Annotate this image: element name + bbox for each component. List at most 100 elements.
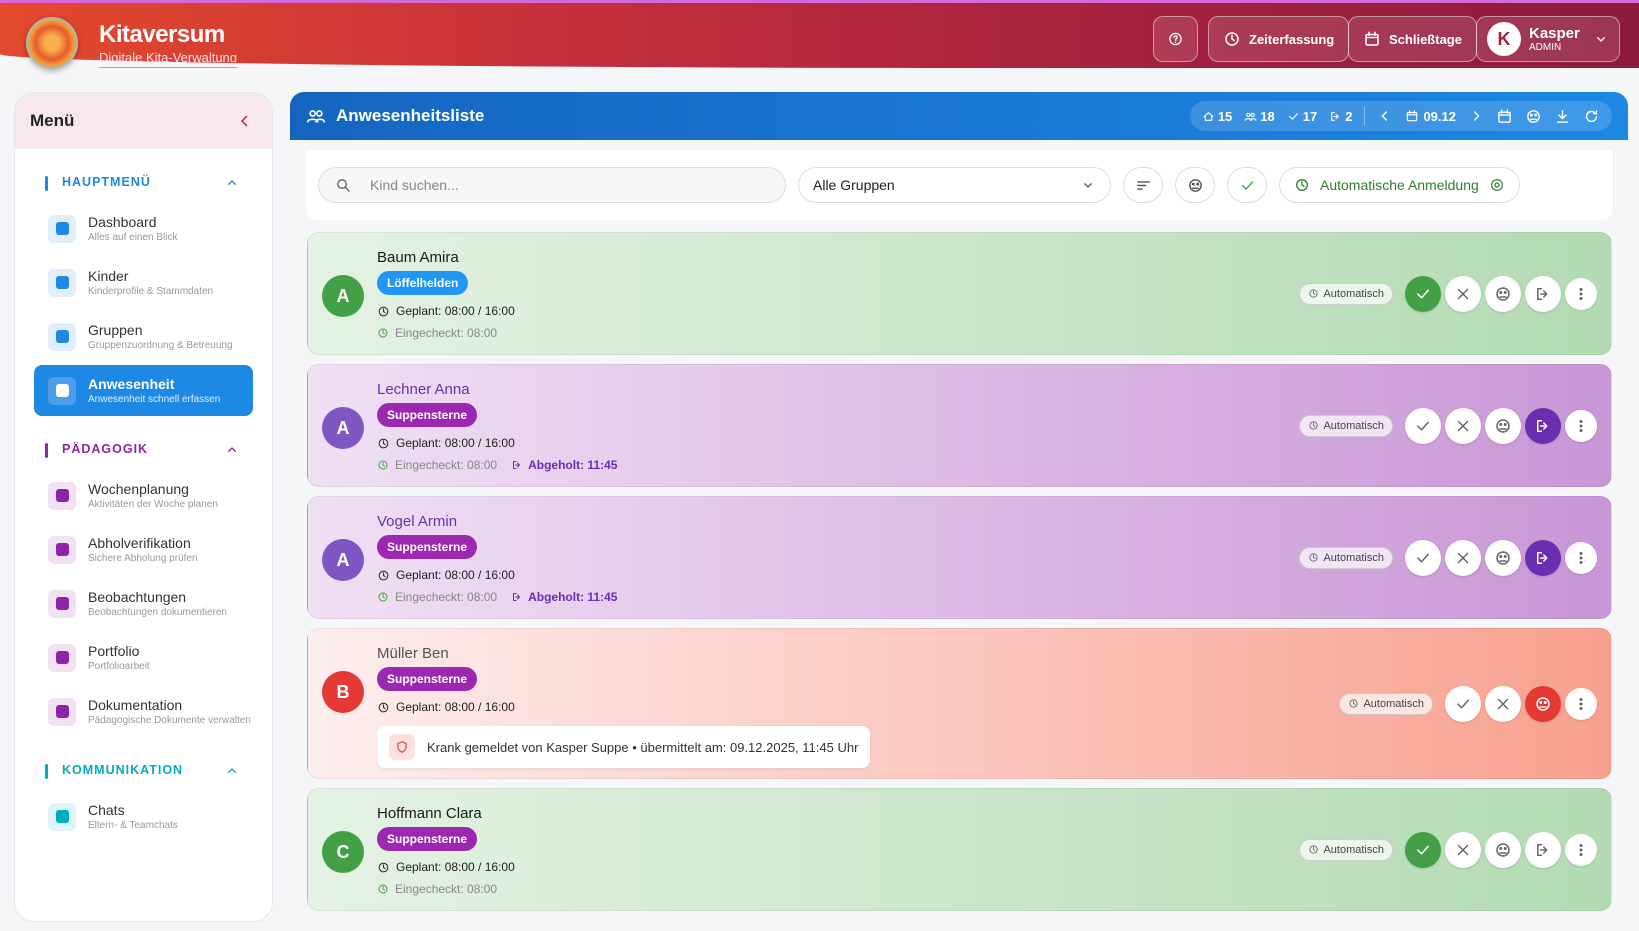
mode-badge: Automatisch: [1299, 414, 1393, 437]
action-button[interactable]: [1485, 407, 1521, 444]
action-button[interactable]: [1485, 831, 1521, 868]
section-bar: [45, 763, 48, 779]
mode-badge: Automatisch: [1299, 546, 1393, 569]
icon: [1496, 550, 1510, 565]
action-button[interactable]: [1405, 275, 1441, 312]
search-field[interactable]: Kind suchen...: [318, 167, 786, 203]
child-card[interactable]: A Baum Amira Löffelhelden Geplant: 08:00 / …: [307, 232, 1612, 355]
nav-item[interactable]: Dokumentation Pädagogische Dokumente verw…: [34, 686, 253, 737]
icon[interactable]: [1496, 108, 1513, 125]
icon: [1084, 183, 1092, 188]
action-button[interactable]: [1445, 407, 1481, 444]
filter-button[interactable]: [1175, 167, 1215, 203]
icon: [1457, 699, 1469, 708]
action-button[interactable]: [1525, 831, 1561, 868]
mode-text: Automatisch: [1323, 843, 1384, 856]
nav-item[interactable]: Gruppen Gruppenzuordnung & Betreuung: [34, 311, 253, 362]
nav-item[interactable]: Wochenplanung Aktivitäten der Woche plane…: [34, 470, 253, 521]
planned-text: Geplant: 08:00 / 16:00: [396, 860, 515, 874]
filter-button[interactable]: [1227, 167, 1267, 203]
checkin-text: Eingecheckt: 08:00: [395, 882, 498, 896]
child-name: Müller Ben: [377, 645, 449, 662]
pickup-text: Abgeholt: 11:45: [528, 590, 618, 604]
icon: [1241, 180, 1253, 190]
app-title: Kitaversum: [99, 21, 225, 48]
action-button[interactable]: [1525, 407, 1561, 444]
action-button[interactable]: [1565, 833, 1597, 866]
icon[interactable]: [1554, 108, 1571, 125]
checkin-time: Eingecheckt: 08:00 Abgeholt: 11:45: [377, 454, 1611, 476]
nav-item[interactable]: Kinder Kinderprofile & Stammdaten: [34, 257, 253, 308]
action-button[interactable]: [1405, 831, 1441, 868]
action-button[interactable]: [1525, 539, 1561, 576]
icon: [1457, 288, 1469, 299]
action-button[interactable]: [1525, 685, 1561, 722]
date-value: 09.12: [1423, 108, 1456, 124]
child-avatar: C: [322, 831, 364, 873]
action-button[interactable]: [1565, 541, 1597, 574]
icon[interactable]: [1583, 108, 1600, 125]
action-button[interactable]: [1565, 277, 1597, 310]
actions: Automatisch: [1299, 407, 1597, 444]
date[interactable]: 09.12: [1405, 109, 1456, 124]
nav-text: Anwesenheit Anwesenheit schnell erfassen: [88, 376, 220, 405]
user-menu[interactable]: K Kasper ADMIN: [1476, 16, 1620, 62]
action-button[interactable]: [1485, 685, 1521, 722]
planned-text: Geplant: 08:00 / 16:00: [396, 436, 515, 450]
action-button[interactable]: [1445, 685, 1481, 722]
nav-glyph: [55, 705, 69, 718]
note-text: Krank gemeldet von Kasper Suppe • übermi…: [427, 739, 859, 755]
action-button[interactable]: [1565, 687, 1597, 720]
child-card[interactable]: A Lechner Anna Suppensterne Geplant: 08:00 …: [307, 364, 1612, 487]
filter-button[interactable]: [1123, 167, 1163, 203]
action-button[interactable]: [1445, 831, 1481, 868]
nav-item[interactable]: Abholverifikation Sichere Abholung prüfen: [34, 524, 253, 575]
icon: [1537, 287, 1548, 300]
icon: [228, 180, 236, 185]
section-header[interactable]: KOMMUNIKATION: [45, 763, 240, 779]
section-title: KOMMUNIKATION: [62, 763, 184, 778]
action-button[interactable]: [1565, 409, 1597, 442]
main-panel: Anwesenheitsliste 15 18 17 2 09.12 Kind suchen…: [290, 92, 1628, 931]
action-button[interactable]: [1485, 539, 1521, 576]
icon: [1579, 843, 1583, 856]
action-button[interactable]: [1445, 275, 1481, 312]
section-header[interactable]: PÄDAGOGIK: [45, 442, 240, 458]
header-button[interactable]: Schließtage: [1348, 16, 1477, 62]
child-avatar: A: [322, 407, 364, 449]
child-card[interactable]: C Hoffmann Clara Suppensterne Geplant: 08:0…: [307, 788, 1612, 911]
auto-checkin[interactable]: Automatische Anmeldung: [1279, 167, 1520, 203]
group-select[interactable]: Alle Gruppen: [798, 167, 1111, 203]
action-button[interactable]: [1525, 275, 1561, 312]
icon[interactable]: [1468, 108, 1484, 124]
icon[interactable]: [1525, 108, 1542, 125]
icon: [1457, 420, 1469, 431]
button-label: Schließtage: [1389, 31, 1462, 47]
user-avatar: K: [1487, 22, 1521, 56]
icon: [1579, 287, 1583, 300]
nav-glyph: [55, 330, 69, 343]
icon[interactable]: [1377, 108, 1393, 124]
nav-item[interactable]: Beobachtungen Beobachtungen dokumentieren: [34, 578, 253, 629]
action-button[interactable]: [1405, 407, 1441, 444]
child-card[interactable]: A Vogel Armin Suppensterne Geplant: 08:00 /…: [307, 496, 1612, 619]
nav-item[interactable]: Anwesenheit Anwesenheit schnell erfassen: [34, 365, 253, 416]
auto-label: Automatische Anmeldung: [1320, 177, 1479, 193]
child-card[interactable]: B Müller Ben Suppensterne Geplant: 08:00 / …: [307, 628, 1612, 779]
icon: [378, 438, 389, 448]
action-button[interactable]: [1485, 275, 1521, 312]
stat: 2: [1329, 109, 1352, 124]
help-button[interactable]: [1153, 16, 1198, 62]
nav-item[interactable]: Chats Eltern- & Teamchats: [34, 791, 253, 842]
section-header[interactable]: HAUPTMENÜ: [45, 175, 240, 191]
header-button[interactable]: Zeiterfassung: [1208, 16, 1350, 62]
section-label: HAUPTMENÜ: [45, 175, 151, 191]
action-button[interactable]: [1445, 539, 1481, 576]
child-avatar: B: [322, 671, 364, 713]
pickup: Abgeholt: 11:45: [511, 590, 617, 604]
icon[interactable]: [236, 112, 254, 130]
nav-item[interactable]: Portfolio Portfolioarbeit: [34, 632, 253, 683]
logo[interactable]: [26, 17, 78, 69]
action-button[interactable]: [1405, 539, 1441, 576]
nav-item[interactable]: Dashboard Alles auf einen Blick: [34, 203, 253, 254]
